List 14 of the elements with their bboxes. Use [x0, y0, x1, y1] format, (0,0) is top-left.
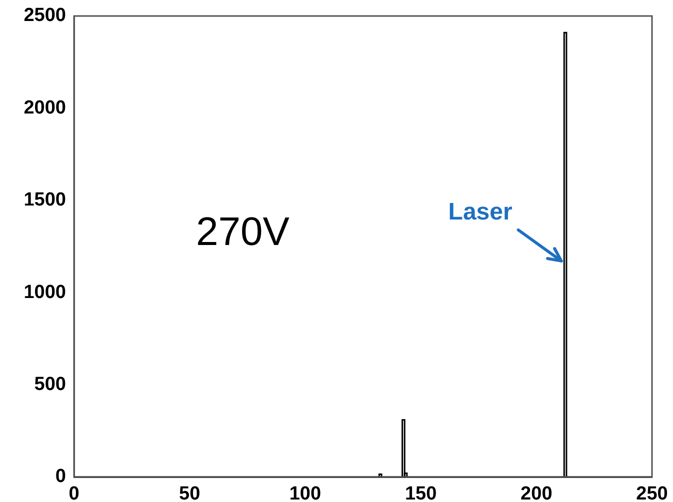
x-tick-label: 50 — [179, 484, 200, 502]
x-tick-label: 0 — [68, 484, 80, 502]
x-tick-label: 250 — [636, 484, 668, 502]
y-tick-label: 1500 — [24, 190, 66, 211]
y-tick-label: 500 — [34, 374, 66, 396]
annotation: 270V — [196, 210, 290, 254]
x-tick-label: 200 — [520, 484, 552, 502]
y-tick-label: 0 — [55, 466, 66, 488]
x-tick-label: 100 — [289, 484, 322, 502]
annotation: Laser — [448, 198, 512, 226]
x-tick-label: 150 — [404, 484, 437, 502]
y-tick-label: 2000 — [24, 97, 66, 118]
y-tick-label: 2500 — [24, 5, 66, 26]
y-tick-label: 1000 — [24, 282, 66, 303]
